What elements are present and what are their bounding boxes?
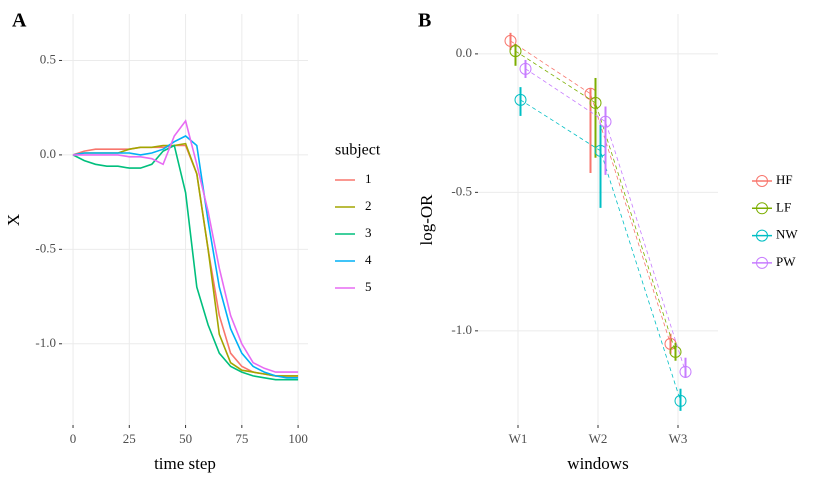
x-tick-label: W2	[589, 431, 608, 446]
x-tick-label: W3	[669, 431, 688, 446]
y-tick-label: 0.5	[40, 51, 56, 66]
x-tick-label: 25	[123, 431, 136, 446]
x-tick-label: 100	[288, 431, 308, 446]
y-tick-label: -0.5	[35, 240, 56, 255]
x-axis-title: windows	[567, 454, 628, 473]
y-tick-label: 0.0	[456, 45, 472, 60]
legend-label: 5	[365, 279, 372, 294]
x-axis-title: time step	[154, 454, 216, 473]
legend-label: 4	[365, 252, 372, 267]
legend-label: HF	[776, 172, 793, 187]
line	[72, 135, 299, 379]
legend-label: PW	[776, 254, 796, 269]
legend-label: 3	[365, 225, 372, 240]
legend-label: LF	[776, 199, 791, 214]
point	[669, 345, 682, 358]
connector	[515, 50, 676, 353]
point	[504, 34, 517, 47]
legend-key	[756, 175, 768, 187]
y-tick-label: 0.0	[40, 146, 56, 161]
point	[514, 93, 527, 106]
legend-key	[756, 202, 768, 215]
line	[73, 119, 299, 373]
legend-label: NW	[776, 227, 798, 242]
y-axis-title: X	[4, 214, 23, 226]
point	[679, 365, 692, 378]
connector	[510, 40, 671, 345]
y-axis-title: log-OR	[417, 194, 436, 246]
point	[599, 115, 612, 128]
y-tick-label: -1.0	[35, 335, 56, 350]
y-tick-label: -1.0	[451, 322, 472, 337]
y-tick-label: -0.5	[451, 183, 472, 198]
point	[519, 62, 532, 75]
x-tick-label: 0	[70, 431, 77, 446]
connector	[525, 68, 686, 372]
x-tick-label: 75	[235, 431, 248, 446]
x-tick-label: W1	[509, 431, 528, 446]
point	[589, 96, 602, 109]
legend-key	[756, 256, 768, 269]
point	[674, 394, 687, 407]
panel-tag: B	[418, 10, 431, 32]
line	[72, 144, 299, 381]
legend-label: 1	[365, 171, 372, 186]
legend-title: subject	[335, 142, 381, 159]
panel-tag: A	[12, 10, 27, 32]
point	[509, 45, 522, 58]
legend-key	[756, 229, 768, 242]
x-tick-label: 50	[179, 431, 192, 446]
legend-label: 2	[365, 198, 372, 213]
